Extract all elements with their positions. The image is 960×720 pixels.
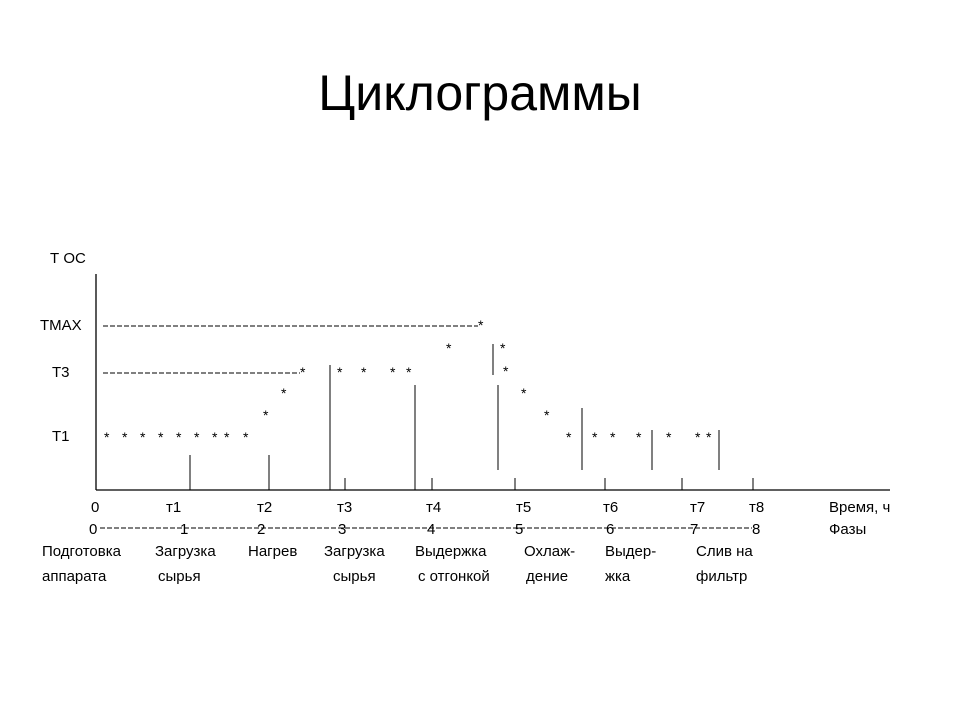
time-tick-label: т5 [516,499,531,516]
curve-marker: * [390,364,396,380]
curve-marker: * [695,429,701,445]
curve-marker: * [478,317,484,333]
phase-name-6: Охлаж- [524,543,575,560]
phase-names: Подготовка аппарата Загрузка сырья Нагре… [42,543,753,585]
curve-marker: * [610,429,616,445]
phase-name-4: Загрузка [324,543,385,560]
time-tick-label: т2 [257,499,272,516]
phase-tick-label: 1 [180,521,188,538]
phase-tick-label: 5 [515,521,523,538]
phase-name-7: Выдер- [605,543,656,560]
temperature-curve: * * * * * * * * * * * * * * * * * * * * … [104,317,712,445]
phase-name-2-line2: сырья [158,568,201,585]
curve-marker: * [337,364,343,380]
time-tick-label: т4 [426,499,441,516]
phase-name-7-line2: жка [605,568,631,585]
curve-marker: * [361,364,367,380]
phase-boundaries [189,344,754,490]
curve-marker: * [406,364,412,380]
time-tick-labels: 0 т1 т2 т3 т4 т5 т6 т7 т8 Время, ч [91,499,890,516]
time-tick-label: т6 [603,499,618,516]
phase-name-3: Нагрев [248,543,297,560]
phase-name-1: Подготовка [42,543,122,560]
time-tick-label: т1 [166,499,181,516]
curve-marker: * [158,429,164,445]
curve-marker: * [503,363,509,379]
level-label-tmax: ТМАХ [40,317,82,334]
curve-marker: * [521,385,527,401]
phase-name-4-line2: сырья [333,568,376,585]
phase-name-8-line2: фильтр [696,568,747,585]
phase-name-2: Загрузка [155,543,216,560]
curve-marker: * [636,429,642,445]
level-label-t3: Т3 [52,364,70,381]
y-axis-title: Т ОС [50,250,86,267]
curve-marker: * [212,429,218,445]
curve-marker: * [666,429,672,445]
curve-marker: * [544,407,550,423]
phase-name-5-line2: с отгонкой [418,568,490,585]
curve-marker: * [706,429,712,445]
time-axis-title: Время, ч [829,499,890,516]
time-tick-label: т8 [749,499,764,516]
time-tick-label: 0 [91,499,99,516]
phase-name-6-line2: дение [526,568,568,585]
curve-marker: * [194,429,200,445]
curve-marker: * [104,429,110,445]
curve-marker: * [566,429,572,445]
phase-tick-label: 0 [89,521,97,538]
phase-name-5: Выдержка [415,543,487,560]
phase-tick-label: 4 [427,521,435,538]
phase-tick-label: 7 [690,521,698,538]
curve-marker: * [122,429,128,445]
phase-name-8: Слив на [696,543,753,560]
slide-title: Циклограммы [318,65,642,121]
phase-tick-label: 3 [338,521,346,538]
curve-marker: * [140,429,146,445]
curve-marker: * [500,340,506,356]
curve-marker: * [243,429,249,445]
phase-tick-label: 6 [606,521,614,538]
time-tick-label: т7 [690,499,705,516]
phase-tick-labels: 0 1 2 3 4 5 6 7 8 Фазы [89,521,866,538]
phase-axis-title: Фазы [829,521,866,538]
curve-marker: * [176,429,182,445]
level-label-t1: Т1 [52,428,70,445]
phase-name-1-line2: аппарата [42,568,107,585]
curve-marker: * [592,429,598,445]
curve-marker: * [281,385,287,401]
phase-tick-label: 2 [257,521,265,538]
curve-marker: * [224,429,230,445]
curve-marker: * [300,364,306,380]
curve-marker: * [446,340,452,356]
phase-tick-label: 8 [752,521,760,538]
curve-marker: * [263,407,269,423]
time-tick-label: т3 [337,499,352,516]
